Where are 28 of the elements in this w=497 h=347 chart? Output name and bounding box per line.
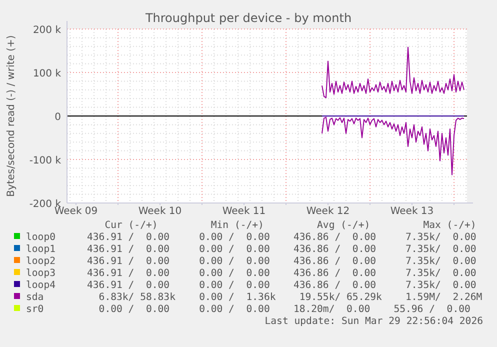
x-tick-label: Week 10 [138,206,182,217]
chart-title: Throughput per device - by month [144,11,352,25]
x-tick-label: Week 12 [306,206,350,217]
legend-label: loop0 [26,232,56,243]
text: 436.91 / 0.00 0.00 / 0.00 436.86 / 0.00 7.35k/ 0.00 [87,280,476,291]
y-tick-label: -100 k [29,156,62,166]
text: 0.00 / 0.00 0.00 / 0.00 18.20m/ 0.00 55.96 / 0.00 [87,304,470,315]
text: Cur (-/+) Min (-/+) Avg (-/+) Max (-/+) [87,220,476,231]
legend-label: sda [26,292,44,303]
line-series [322,46,464,98]
y-tick-label: 200 k [32,25,62,36]
text: 436.91 / 0.00 0.00 / 0.00 436.86 / 0.00 7.35k/ 0.00 [87,244,476,255]
x-tick-label: Week 13 [390,206,434,217]
text: 6.83k/ 58.83k 0.00 / 1.36k 19.55k/ 65.29k 1.59M/ 2.26M [87,292,482,303]
text: Last update: Sun Mar 29 22:56:04 2026 [264,316,484,327]
x-tick-label: Week 11 [222,206,266,217]
text: 436.91 / 0.00 0.00 / 0.00 436.86 / 0.00 7.35k/ 0.00 [87,256,476,267]
legend-label: loop4 [26,280,56,291]
legend-label: sr0 [26,304,44,315]
y-axis-title: Bytes/second read (-) / write (+) [6,35,17,197]
y-tick-label: 0 [54,112,61,123]
legend-label: loop3 [26,268,56,279]
legend-label: loop2 [26,256,56,267]
text: 436.91 / 0.00 0.00 / 0.00 436.86 / 0.00 7.35k/ 0.00 [87,268,476,279]
legend-label: loop1 [26,244,56,255]
line-series [322,116,464,176]
y-tick-label: 100 k [32,68,62,80]
text: 436.91 / 0.00 0.00 / 0.00 436.86 / 0.00 7.35k/ 0.00 [87,232,476,243]
